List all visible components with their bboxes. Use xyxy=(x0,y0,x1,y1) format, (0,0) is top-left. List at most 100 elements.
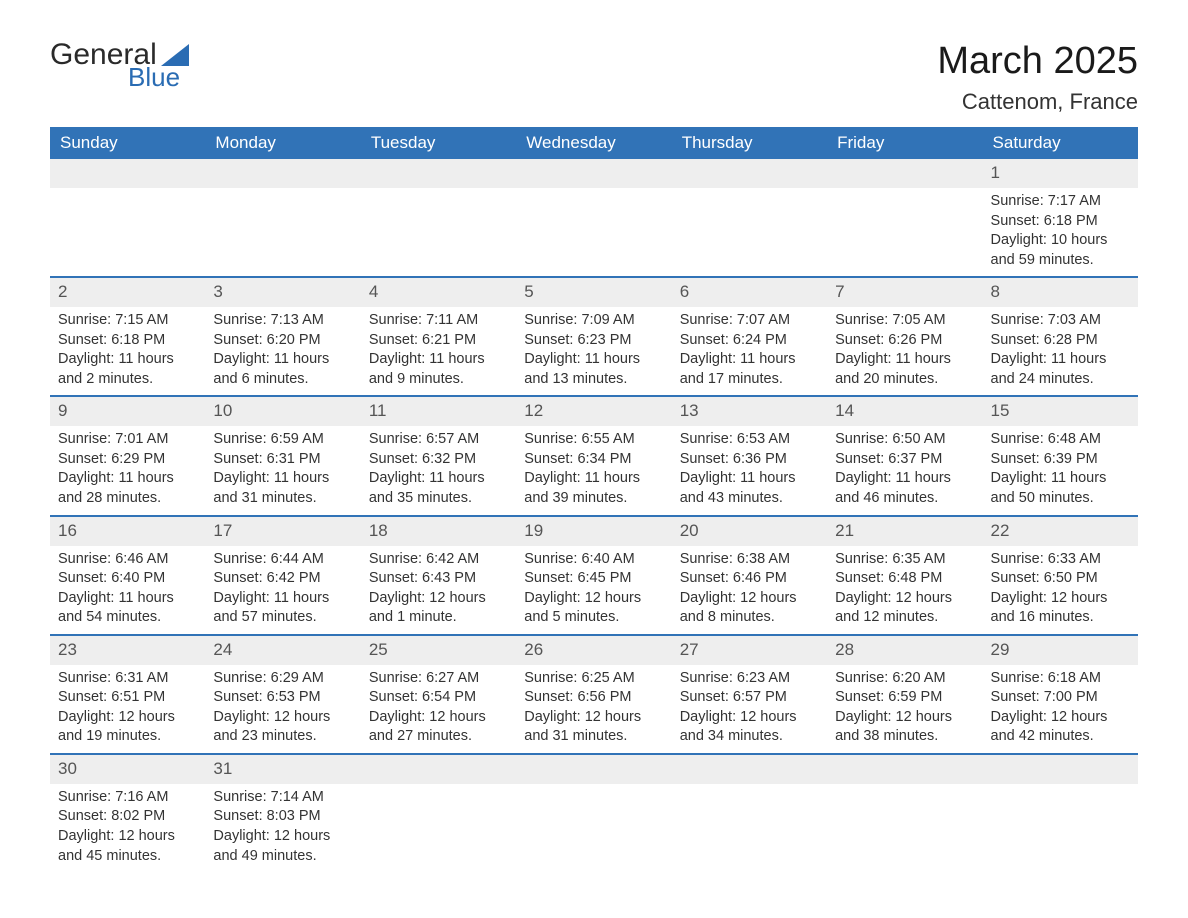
daylight-line: Daylight: 11 hours and 57 minutes. xyxy=(213,589,352,628)
daylight-line: Daylight: 11 hours and 9 minutes. xyxy=(369,350,508,389)
day-number: 30 xyxy=(50,755,205,784)
weekday-header: Wednesday xyxy=(516,127,671,159)
day-number: 10 xyxy=(205,397,360,426)
sunrise-line: Sunrise: 6:33 AM xyxy=(991,550,1130,570)
calendar-cell xyxy=(672,754,827,872)
calendar-cell: 6Sunrise: 7:07 AMSunset: 6:24 PMDaylight… xyxy=(672,277,827,396)
calendar-cell: 29Sunrise: 6:18 AMSunset: 7:00 PMDayligh… xyxy=(983,635,1138,754)
sunset-line: Sunset: 6:23 PM xyxy=(524,331,663,351)
sunset-line: Sunset: 6:56 PM xyxy=(524,688,663,708)
day-number xyxy=(983,755,1138,784)
sunrise-line: Sunrise: 7:16 AM xyxy=(58,788,197,808)
day-number: 24 xyxy=(205,636,360,665)
sunrise-line: Sunrise: 6:59 AM xyxy=(213,430,352,450)
day-number: 18 xyxy=(361,517,516,546)
calendar-cell xyxy=(205,159,360,277)
day-number: 7 xyxy=(827,278,982,307)
daylight-line: Daylight: 12 hours and 45 minutes. xyxy=(58,827,197,866)
day-number xyxy=(827,159,982,188)
calendar-cell: 12Sunrise: 6:55 AMSunset: 6:34 PMDayligh… xyxy=(516,396,671,515)
day-number: 17 xyxy=(205,517,360,546)
sunset-line: Sunset: 6:29 PM xyxy=(58,450,197,470)
daylight-line: Daylight: 11 hours and 17 minutes. xyxy=(680,350,819,389)
page-title: March 2025 xyxy=(937,40,1138,83)
sunrise-line: Sunrise: 6:53 AM xyxy=(680,430,819,450)
weekday-header: Saturday xyxy=(983,127,1138,159)
day-number: 27 xyxy=(672,636,827,665)
day-number: 1 xyxy=(983,159,1138,188)
day-number xyxy=(672,159,827,188)
sunrise-line: Sunrise: 6:44 AM xyxy=(213,550,352,570)
day-number xyxy=(205,159,360,188)
sunset-line: Sunset: 6:39 PM xyxy=(991,450,1130,470)
sunset-line: Sunset: 6:57 PM xyxy=(680,688,819,708)
sunset-line: Sunset: 6:28 PM xyxy=(991,331,1130,351)
sunset-line: Sunset: 6:51 PM xyxy=(58,688,197,708)
calendar-cell: 9Sunrise: 7:01 AMSunset: 6:29 PMDaylight… xyxy=(50,396,205,515)
daylight-line: Daylight: 12 hours and 42 minutes. xyxy=(991,708,1130,747)
sunset-line: Sunset: 6:53 PM xyxy=(213,688,352,708)
day-number: 2 xyxy=(50,278,205,307)
daylight-line: Daylight: 12 hours and 1 minute. xyxy=(369,589,508,628)
sunrise-line: Sunrise: 7:13 AM xyxy=(213,311,352,331)
calendar-cell: 16Sunrise: 6:46 AMSunset: 6:40 PMDayligh… xyxy=(50,516,205,635)
day-number xyxy=(361,755,516,784)
sunset-line: Sunset: 6:50 PM xyxy=(991,569,1130,589)
calendar-cell: 22 Sunrise: 6:33 AMSunset: 6:50 PMDayligh… xyxy=(983,516,1138,635)
daylight-line: Daylight: 11 hours and 28 minutes. xyxy=(58,469,197,508)
day-number: 22 xyxy=(983,517,1138,546)
daylight-line: Daylight: 12 hours and 27 minutes. xyxy=(369,708,508,747)
calendar-cell: 4 Sunrise: 7:11 AMSunset: 6:21 PMDaylight… xyxy=(361,277,516,396)
daylight-line: Daylight: 11 hours and 20 minutes. xyxy=(835,350,974,389)
daylight-line: Daylight: 12 hours and 8 minutes. xyxy=(680,589,819,628)
day-number: 28 xyxy=(827,636,982,665)
daylight-line: Daylight: 10 hours and 59 minutes. xyxy=(991,231,1130,270)
sunrise-line: Sunrise: 7:14 AM xyxy=(213,788,352,808)
daylight-line: Daylight: 11 hours and 54 minutes. xyxy=(58,589,197,628)
sunrise-line: Sunrise: 7:11 AM xyxy=(369,311,508,331)
sunrise-line: Sunrise: 7:03 AM xyxy=(991,311,1130,331)
day-number: 29 xyxy=(983,636,1138,665)
weekday-header: Tuesday xyxy=(361,127,516,159)
sunrise-line: Sunrise: 6:42 AM xyxy=(369,550,508,570)
calendar-cell: 7Sunrise: 7:05 AMSunset: 6:26 PMDaylight… xyxy=(827,277,982,396)
sunrise-line: Sunrise: 7:15 AM xyxy=(58,311,197,331)
sunrise-line: Sunrise: 6:38 AM xyxy=(680,550,819,570)
calendar-cell: 17Sunrise: 6:44 AMSunset: 6:42 PMDayligh… xyxy=(205,516,360,635)
calendar-cell: 15Sunrise: 6:48 AMSunset: 6:39 PMDayligh… xyxy=(983,396,1138,515)
day-number: 4 xyxy=(361,278,516,307)
sunrise-line: Sunrise: 6:35 AM xyxy=(835,550,974,570)
day-number xyxy=(827,755,982,784)
calendar-cell: 23Sunrise: 6:31 AMSunset: 6:51 PMDayligh… xyxy=(50,635,205,754)
daylight-line: Daylight: 11 hours and 39 minutes. xyxy=(524,469,663,508)
day-number: 6 xyxy=(672,278,827,307)
daylight-line: Daylight: 12 hours and 31 minutes. xyxy=(524,708,663,747)
calendar-cell xyxy=(361,754,516,872)
sunrise-line: Sunrise: 6:18 AM xyxy=(991,669,1130,689)
daylight-line: Daylight: 11 hours and 2 minutes. xyxy=(58,350,197,389)
daylight-line: Daylight: 12 hours and 16 minutes. xyxy=(991,589,1130,628)
day-number: 8 xyxy=(983,278,1138,307)
day-number: 25 xyxy=(361,636,516,665)
day-number: 31 xyxy=(205,755,360,784)
sunrise-line: Sunrise: 6:29 AM xyxy=(213,669,352,689)
daylight-line: Daylight: 11 hours and 35 minutes. xyxy=(369,469,508,508)
daylight-line: Daylight: 12 hours and 23 minutes. xyxy=(213,708,352,747)
calendar-cell xyxy=(361,159,516,277)
day-number: 20 xyxy=(672,517,827,546)
sunset-line: Sunset: 6:31 PM xyxy=(213,450,352,470)
location-label: Cattenom, France xyxy=(937,89,1138,115)
calendar-cell: 28Sunrise: 6:20 AMSunset: 6:59 PMDayligh… xyxy=(827,635,982,754)
weekday-header: Sunday xyxy=(50,127,205,159)
sunrise-line: Sunrise: 6:55 AM xyxy=(524,430,663,450)
day-number xyxy=(672,755,827,784)
sunset-line: Sunset: 6:40 PM xyxy=(58,569,197,589)
sunset-line: Sunset: 6:21 PM xyxy=(369,331,508,351)
sunrise-line: Sunrise: 7:01 AM xyxy=(58,430,197,450)
sunset-line: Sunset: 6:32 PM xyxy=(369,450,508,470)
day-number: 15 xyxy=(983,397,1138,426)
calendar-cell xyxy=(516,159,671,277)
day-number: 11 xyxy=(361,397,516,426)
calendar-cell: 14Sunrise: 6:50 AMSunset: 6:37 PMDayligh… xyxy=(827,396,982,515)
day-number xyxy=(50,159,205,188)
